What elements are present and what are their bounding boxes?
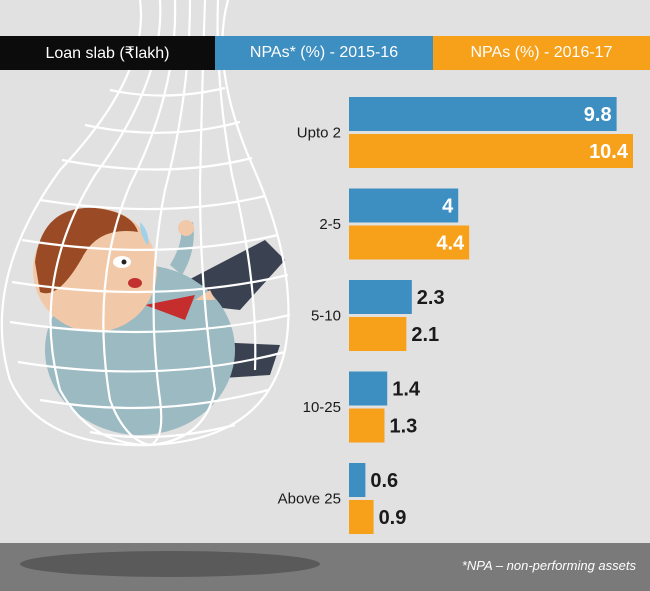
bar-2016-17 (349, 134, 633, 168)
header-loan-slab: Loan slab (₹lakh) (0, 36, 215, 70)
data-label: 0.6 (370, 470, 398, 492)
bar-2015-16 (349, 463, 366, 497)
data-label: 9.8 (584, 104, 612, 126)
bar-2016-17 (349, 225, 470, 260)
data-label: 1.4 (392, 379, 421, 401)
data-label: 1.3 (390, 416, 418, 438)
data-label: 2.1 (411, 324, 439, 346)
footnote: *NPA – non-performing assets (461, 558, 636, 573)
category-label: 2-5 (319, 216, 341, 233)
category-label: Upto 2 (297, 125, 341, 142)
net (0, 0, 291, 447)
ground-shadow (20, 551, 320, 577)
header-npa-2016-17: NPAs (%) - 2016-17 (433, 36, 650, 70)
category-label: 10-25 (303, 399, 341, 416)
category-label: Above 25 (278, 491, 341, 508)
data-label: 10.4 (589, 141, 629, 163)
bar-2016-17 (349, 500, 374, 534)
data-label: 4 (442, 196, 454, 218)
bar-2016-17 (349, 317, 407, 351)
data-label: 2.3 (417, 287, 445, 309)
bar-2015-16 (349, 188, 459, 223)
data-label: 4.4 (436, 233, 465, 255)
bar-2015-16 (349, 371, 388, 406)
bar-2016-17 (349, 408, 385, 443)
bar-2015-16 (349, 97, 617, 131)
data-label: 0.9 (379, 507, 407, 529)
category-label: 5-10 (311, 308, 341, 325)
header-npa-2015-16: NPAs* (%) - 2015-16 (215, 36, 433, 70)
bar-2015-16 (349, 280, 412, 314)
man-figure (33, 207, 285, 435)
